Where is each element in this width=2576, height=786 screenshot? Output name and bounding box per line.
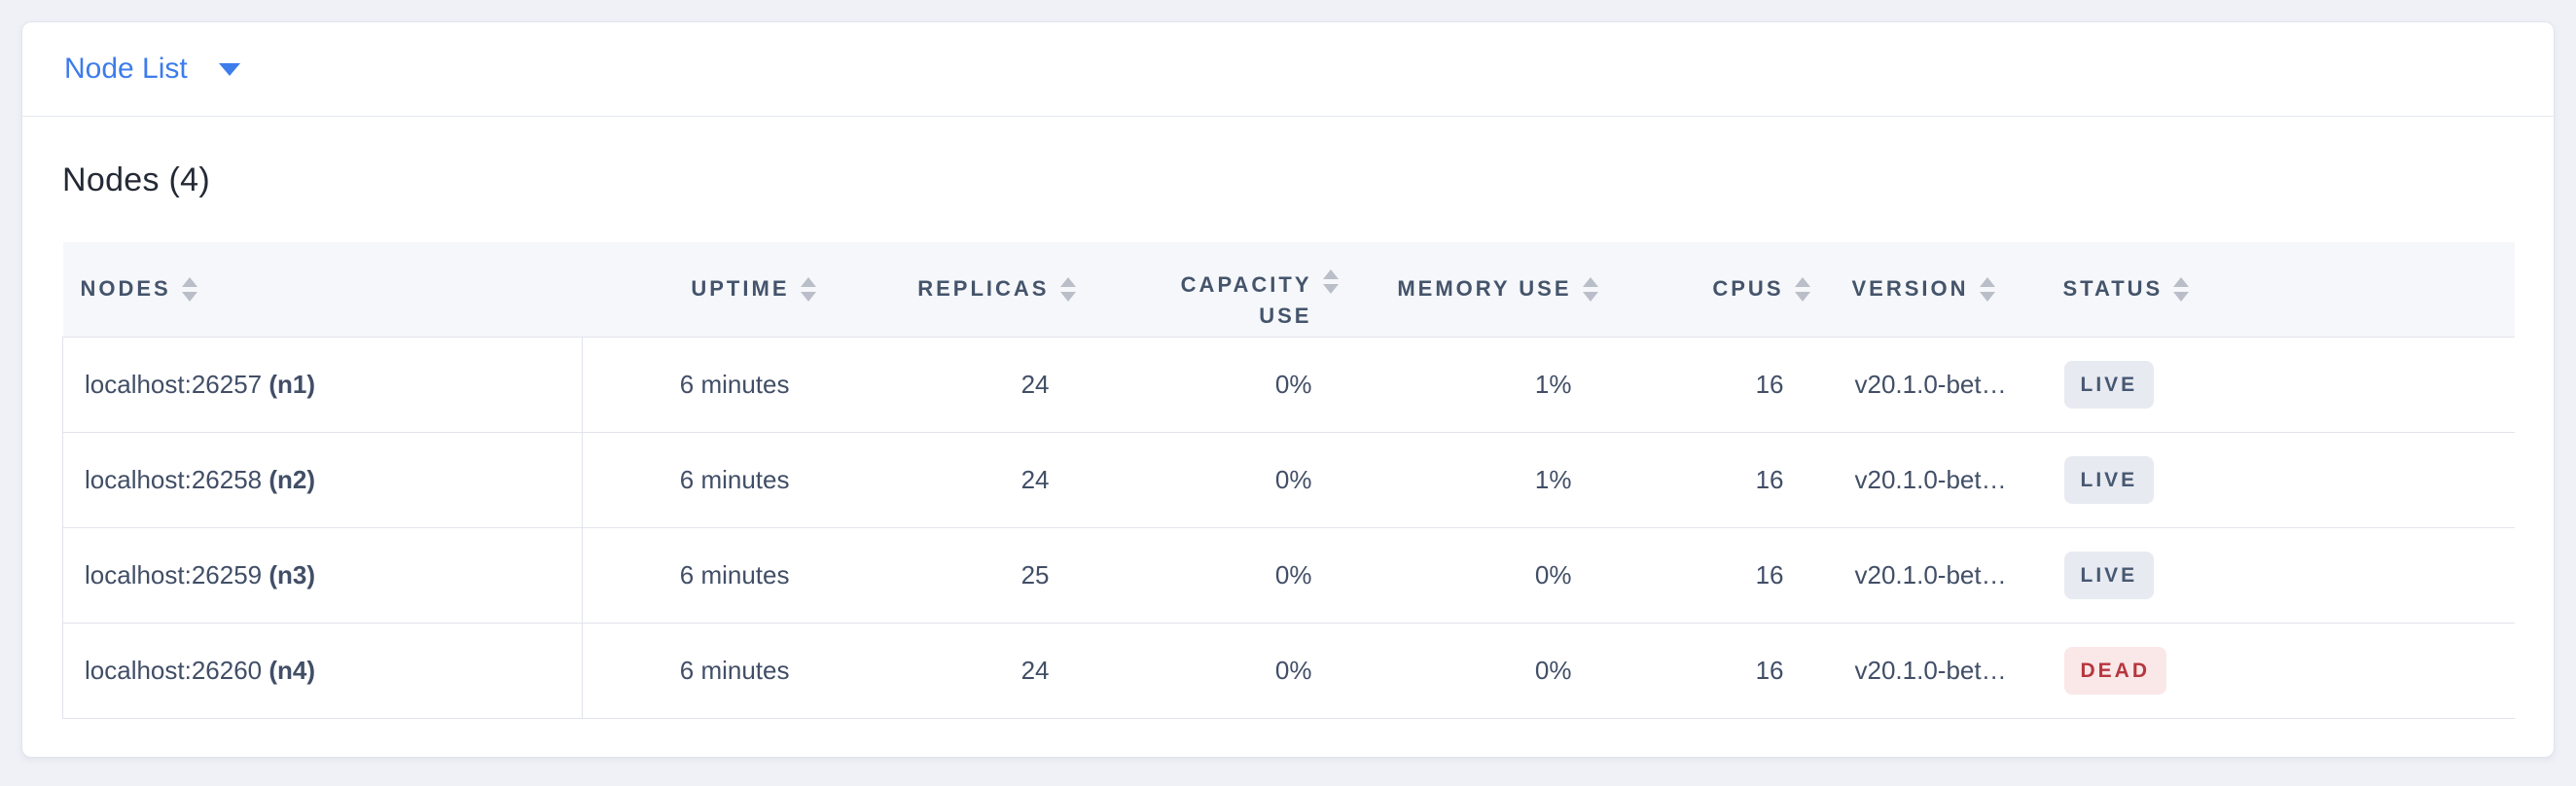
table-row: localhost:26259 (n3) 6 minutes 25 0% 0% … (62, 527, 2515, 624)
cpus-cell: 16 (1592, 336, 1805, 433)
node-list-card: Node List Nodes (4) NODES (21, 21, 2555, 758)
sort-icon (800, 276, 816, 302)
column-label: NODES (80, 276, 171, 302)
capacity-cell: 0% (1069, 527, 1333, 624)
status-badge: LIVE (2063, 455, 2155, 504)
node-address-link[interactable]: localhost:26258 (85, 464, 269, 494)
cpus-cell: 16 (1592, 623, 1805, 719)
column-header-memory-use[interactable]: MEMORY USE (1332, 242, 1598, 337)
sort-icon (2173, 276, 2190, 302)
column-header-capacity-use[interactable]: CAPACITY USE (1069, 242, 1339, 337)
replicas-cell: 24 (809, 432, 1070, 528)
uptime-cell: 6 minutes (582, 527, 810, 624)
table-row: localhost:26260 (n4) 6 minutes 24 0% 0% … (62, 623, 2515, 719)
node-address-link[interactable]: localhost:26259 (85, 559, 269, 590)
sort-icon (181, 276, 197, 302)
version-cell: v20.1.0-bet… (1804, 336, 2045, 433)
column-header-nodes[interactable]: NODES (62, 242, 583, 337)
column-label: REPLICAS (917, 276, 1050, 302)
column-label: MEMORY USE (1397, 276, 1572, 302)
capacity-cell: 0% (1069, 336, 1333, 433)
column-header-cpus[interactable]: CPUS (1592, 242, 1810, 337)
view-dropdown-bar: Node List (22, 22, 2554, 117)
column-header-uptime[interactable]: UPTIME (582, 242, 816, 337)
node-name: (n3) (268, 559, 316, 590)
sort-icon (1322, 269, 1339, 295)
table-row: localhost:26258 (n2) 6 minutes 24 0% 1% … (62, 432, 2515, 528)
replicas-cell: 24 (809, 623, 1070, 719)
node-cell: localhost:26258 (n2) (62, 432, 583, 528)
node-cell: localhost:26260 (n4) (62, 623, 583, 719)
status-badge: LIVE (2063, 360, 2155, 409)
node-cell: localhost:26257 (n1) (62, 336, 583, 433)
column-header-version[interactable]: VERSION (1804, 242, 2045, 337)
sort-icon (1979, 276, 1995, 302)
nodes-table: NODES UPTIME REPLICAS (62, 242, 2515, 719)
status-cell: LIVE (2044, 336, 2515, 433)
table-body: localhost:26257 (n1) 6 minutes 24 0% 1% … (62, 336, 2515, 719)
column-label: STATUS (2062, 276, 2164, 302)
sort-icon (1059, 276, 1076, 302)
memory-cell: 1% (1332, 432, 1592, 528)
column-label: UPTIME (691, 276, 790, 302)
sort-icon (1794, 276, 1810, 302)
view-dropdown-label: Node List (64, 53, 188, 85)
memory-cell: 0% (1332, 623, 1592, 719)
node-address-link[interactable]: localhost:26260 (85, 655, 269, 685)
memory-cell: 1% (1332, 336, 1592, 433)
cpus-cell: 16 (1592, 527, 1805, 624)
cpus-cell: 16 (1592, 432, 1805, 528)
column-header-replicas[interactable]: REPLICAS (809, 242, 1076, 337)
version-cell: v20.1.0-bet… (1804, 623, 2045, 719)
node-name: (n4) (268, 655, 316, 685)
column-header-status[interactable]: STATUS (2044, 242, 2515, 337)
status-cell: LIVE (2044, 432, 2515, 528)
uptime-cell: 6 minutes (582, 432, 810, 528)
table-header-row: NODES UPTIME REPLICAS (62, 242, 2515, 337)
uptime-cell: 6 minutes (582, 336, 810, 433)
sort-icon (1582, 276, 1598, 302)
node-name: (n1) (268, 369, 316, 399)
page-title: Nodes (4) (62, 161, 210, 198)
capacity-cell: 0% (1069, 432, 1333, 528)
status-badge: DEAD (2063, 646, 2167, 695)
nodes-panel: Nodes (4) NODES UPTIME (22, 157, 2554, 719)
chevron-down-icon (218, 62, 240, 76)
table-row: localhost:26257 (n1) 6 minutes 24 0% 1% … (62, 336, 2515, 433)
node-cell: localhost:26259 (n3) (62, 527, 583, 624)
node-address-link[interactable]: localhost:26257 (85, 369, 269, 399)
column-label: CAPACITY USE (1180, 272, 1312, 329)
replicas-cell: 24 (809, 336, 1070, 433)
view-dropdown[interactable]: Node List (64, 53, 240, 86)
status-cell: DEAD (2044, 623, 2515, 719)
capacity-cell: 0% (1069, 623, 1333, 719)
status-badge: LIVE (2063, 551, 2155, 599)
version-cell: v20.1.0-bet… (1804, 432, 2045, 528)
status-cell: LIVE (2044, 527, 2515, 624)
column-label: CPUS (1712, 276, 1784, 302)
node-name: (n2) (268, 464, 316, 494)
column-label: VERSION (1851, 276, 1969, 302)
uptime-cell: 6 minutes (582, 623, 810, 719)
memory-cell: 0% (1332, 527, 1592, 624)
replicas-cell: 25 (809, 527, 1070, 624)
version-cell: v20.1.0-bet… (1804, 527, 2045, 624)
